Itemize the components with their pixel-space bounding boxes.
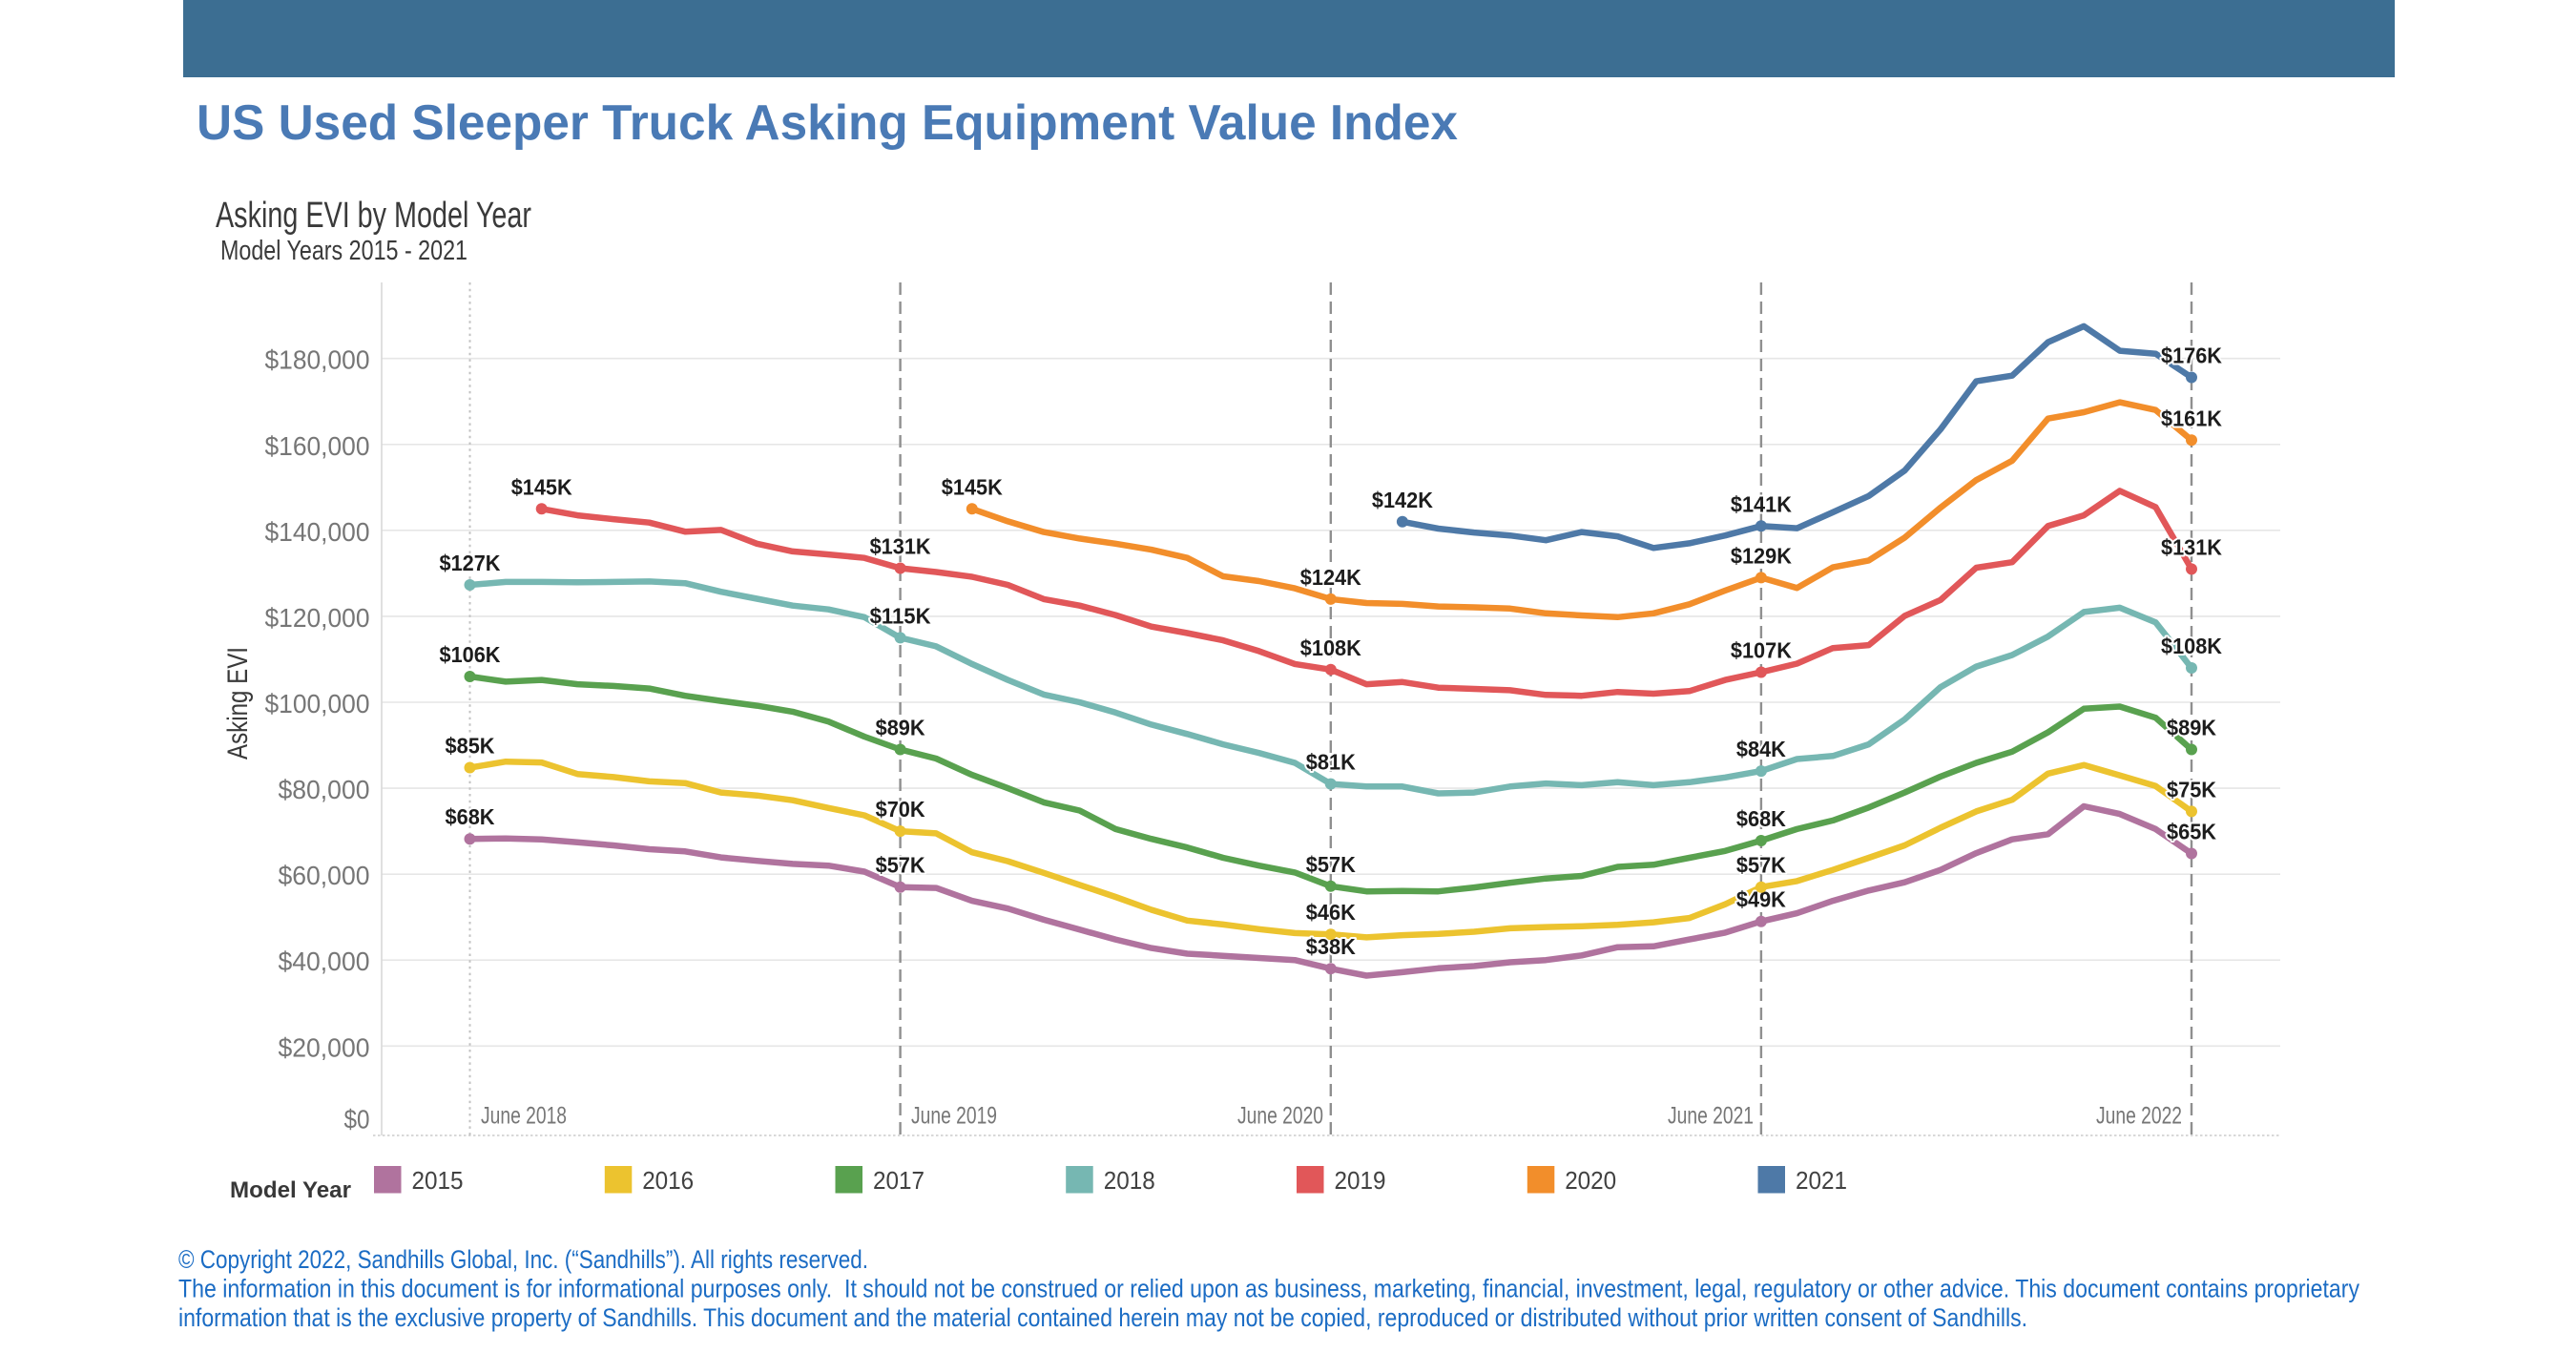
svg-text:$68K: $68K: [446, 804, 495, 829]
svg-text:June 2022: June 2022: [2096, 1103, 2182, 1130]
svg-text:$81K: $81K: [1306, 750, 1356, 775]
svg-text:$145K: $145K: [942, 474, 1003, 499]
svg-text:$176K: $176K: [2161, 343, 2222, 368]
svg-text:$57K: $57K: [876, 853, 925, 878]
svg-text:June 2021: June 2021: [1668, 1103, 1754, 1130]
svg-text:$131K: $131K: [2161, 534, 2222, 559]
svg-text:$161K: $161K: [2161, 406, 2222, 430]
svg-text:$49K: $49K: [1736, 887, 1786, 912]
svg-text:June 2019: June 2019: [911, 1103, 997, 1130]
svg-text:$89K: $89K: [2167, 716, 2216, 740]
svg-text:$115K: $115K: [870, 603, 931, 628]
svg-text:$89K: $89K: [876, 716, 925, 740]
svg-text:$124K: $124K: [1300, 565, 1361, 590]
svg-text:$0: $0: [344, 1105, 370, 1134]
svg-text:$180,000: $180,000: [265, 345, 370, 375]
svg-text:Model Year: Model Year: [230, 1177, 351, 1203]
svg-text:$57K: $57K: [1736, 853, 1786, 878]
svg-text:$65K: $65K: [2167, 820, 2216, 844]
svg-text:2017: 2017: [873, 1168, 924, 1195]
svg-text:$60,000: $60,000: [279, 861, 370, 890]
svg-text:$84K: $84K: [1736, 737, 1786, 761]
svg-text:$120,000: $120,000: [265, 603, 370, 633]
svg-text:$40,000: $40,000: [279, 947, 370, 976]
svg-text:$68K: $68K: [1736, 806, 1786, 831]
svg-text:$80,000: $80,000: [279, 775, 370, 804]
svg-text:$70K: $70K: [876, 797, 925, 822]
svg-text:$160,000: $160,000: [265, 431, 370, 461]
svg-text:information that is the exclus: information that is the exclusive proper…: [178, 1303, 2027, 1332]
svg-text:© Copyright 2022, Sandhills Gl: © Copyright 2022, Sandhills Global, Inc.…: [178, 1245, 868, 1274]
svg-text:2020: 2020: [1565, 1168, 1616, 1195]
svg-text:$38K: $38K: [1306, 934, 1356, 959]
svg-text:June 2020: June 2020: [1237, 1103, 1323, 1130]
svg-text:2018: 2018: [1104, 1168, 1155, 1195]
svg-text:$142K: $142K: [1372, 488, 1433, 512]
svg-text:2016: 2016: [642, 1168, 694, 1195]
svg-text:$107K: $107K: [1731, 638, 1792, 663]
svg-text:$140,000: $140,000: [265, 517, 370, 547]
svg-text:Model Years 2015 - 2021: Model Years 2015 - 2021: [220, 236, 467, 266]
svg-text:$129K: $129K: [1731, 543, 1792, 568]
svg-text:June 2018: June 2018: [481, 1103, 567, 1130]
svg-text:$57K: $57K: [1306, 852, 1356, 877]
svg-text:$108K: $108K: [1300, 635, 1361, 660]
svg-text:US Used Sleeper Truck Asking E: US Used Sleeper Truck Asking Equipment V…: [197, 95, 1458, 151]
svg-text:$131K: $131K: [870, 534, 931, 559]
svg-text:$100,000: $100,000: [265, 689, 370, 718]
svg-text:2019: 2019: [1335, 1168, 1386, 1195]
svg-text:$46K: $46K: [1306, 900, 1356, 925]
svg-text:2015: 2015: [412, 1168, 464, 1195]
svg-text:$106K: $106K: [440, 642, 501, 667]
svg-text:The information in this docume: The information in this document is for …: [178, 1275, 2359, 1303]
svg-text:$75K: $75K: [2167, 777, 2216, 801]
svg-text:$127K: $127K: [440, 551, 501, 575]
svg-text:$20,000: $20,000: [279, 1032, 370, 1062]
svg-text:$141K: $141K: [1731, 491, 1792, 516]
svg-text:$145K: $145K: [511, 474, 572, 499]
svg-text:$85K: $85K: [446, 734, 495, 759]
svg-text:Asking EVI: Asking EVI: [222, 647, 254, 760]
svg-text:2021: 2021: [1796, 1168, 1847, 1195]
svg-text:$108K: $108K: [2161, 634, 2222, 658]
svg-text:Asking EVI by Model Year: Asking EVI by Model Year: [216, 196, 531, 236]
